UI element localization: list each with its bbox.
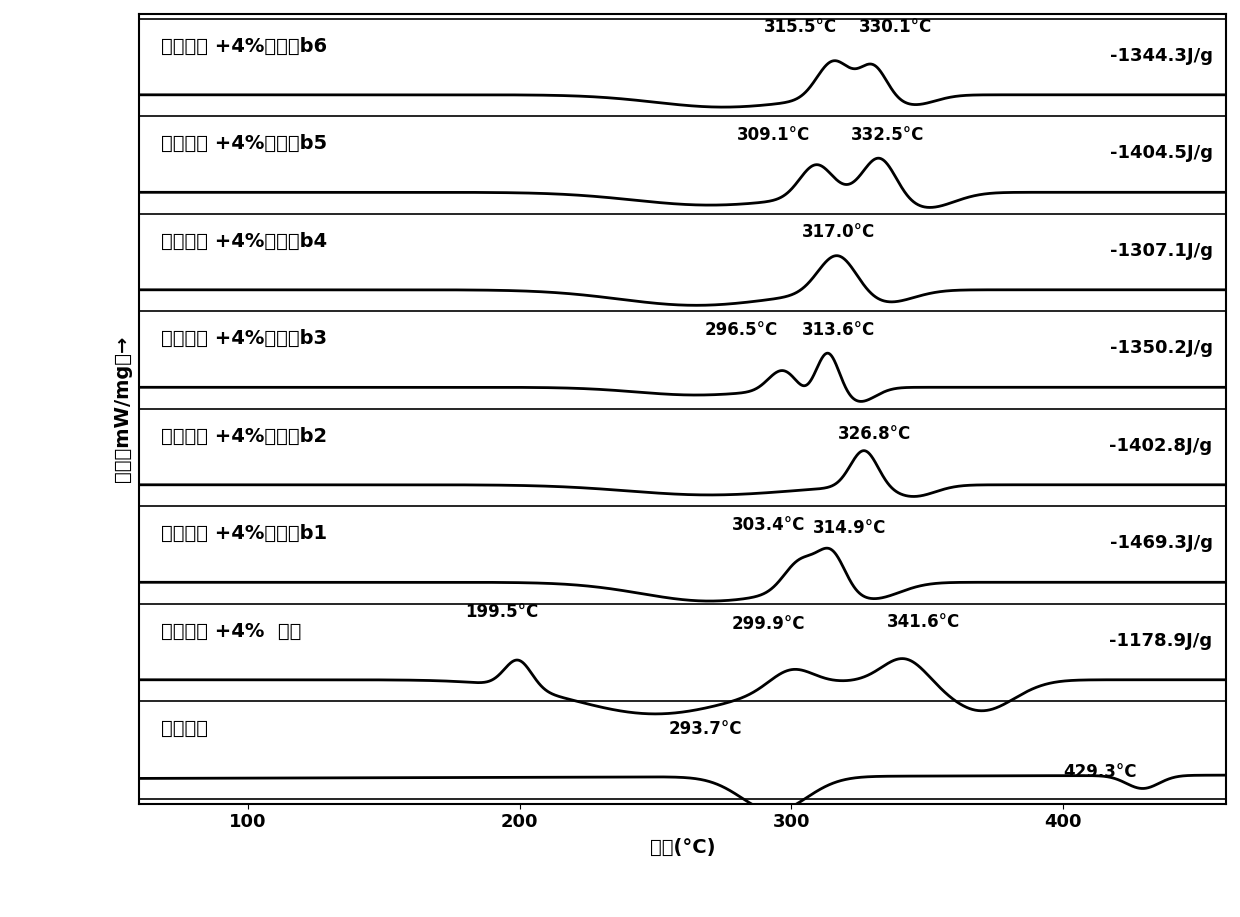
Text: 199.5°C: 199.5°C bbox=[465, 603, 538, 622]
Text: -1469.3J/g: -1469.3J/g bbox=[1110, 535, 1213, 552]
Text: 330.1°C: 330.1°C bbox=[859, 18, 932, 37]
Text: -1344.3J/g: -1344.3J/g bbox=[1110, 47, 1213, 65]
Text: 299.9°C: 299.9°C bbox=[732, 615, 805, 633]
Text: 高氯酸铵: 高氯酸铵 bbox=[161, 719, 208, 738]
Text: -1350.2J/g: -1350.2J/g bbox=[1110, 339, 1213, 358]
Text: -1402.8J/g: -1402.8J/g bbox=[1110, 436, 1213, 455]
Text: 296.5°C: 296.5°C bbox=[704, 321, 777, 338]
Text: 高氯酸铵 +4%化合物b5: 高氯酸铵 +4%化合物b5 bbox=[161, 134, 327, 153]
Text: 314.9°C: 314.9°C bbox=[813, 519, 887, 537]
Text: 429.3°C: 429.3°C bbox=[1063, 763, 1137, 781]
Text: 341.6°C: 341.6°C bbox=[887, 613, 960, 631]
Text: 高氯酸铵 +4%化合物b3: 高氯酸铵 +4%化合物b3 bbox=[161, 329, 327, 348]
Text: -1404.5J/g: -1404.5J/g bbox=[1110, 144, 1213, 162]
Text: -1178.9J/g: -1178.9J/g bbox=[1110, 632, 1213, 650]
Text: 332.5°C: 332.5°C bbox=[851, 126, 925, 144]
X-axis label: 温度(°C): 温度(°C) bbox=[650, 838, 715, 857]
Text: 293.7°C: 293.7°C bbox=[670, 720, 743, 738]
Text: 315.5°C: 315.5°C bbox=[764, 18, 837, 37]
Text: 高氯酸铵 +4%化合物b1: 高氯酸铵 +4%化合物b1 bbox=[161, 524, 327, 543]
Text: 高氯酸铵 +4%  配体: 高氯酸铵 +4% 配体 bbox=[161, 622, 301, 641]
Y-axis label: 热流（mW/mg）→: 热流（mW/mg）→ bbox=[113, 336, 133, 482]
Text: 317.0°C: 317.0°C bbox=[802, 223, 875, 241]
Text: 309.1°C: 309.1°C bbox=[737, 126, 810, 144]
Text: -1307.1J/g: -1307.1J/g bbox=[1110, 242, 1213, 260]
Text: 326.8°C: 326.8°C bbox=[837, 425, 910, 443]
Text: 高氯酸铵 +4%化合物b2: 高氯酸铵 +4%化合物b2 bbox=[161, 426, 327, 446]
Text: 313.6°C: 313.6°C bbox=[802, 321, 875, 338]
Text: 高氯酸铵 +4%化合物b6: 高氯酸铵 +4%化合物b6 bbox=[161, 37, 327, 56]
Text: 高氯酸铵 +4%化合物b4: 高氯酸铵 +4%化合物b4 bbox=[161, 232, 327, 250]
Text: 303.4°C: 303.4°C bbox=[732, 515, 805, 534]
